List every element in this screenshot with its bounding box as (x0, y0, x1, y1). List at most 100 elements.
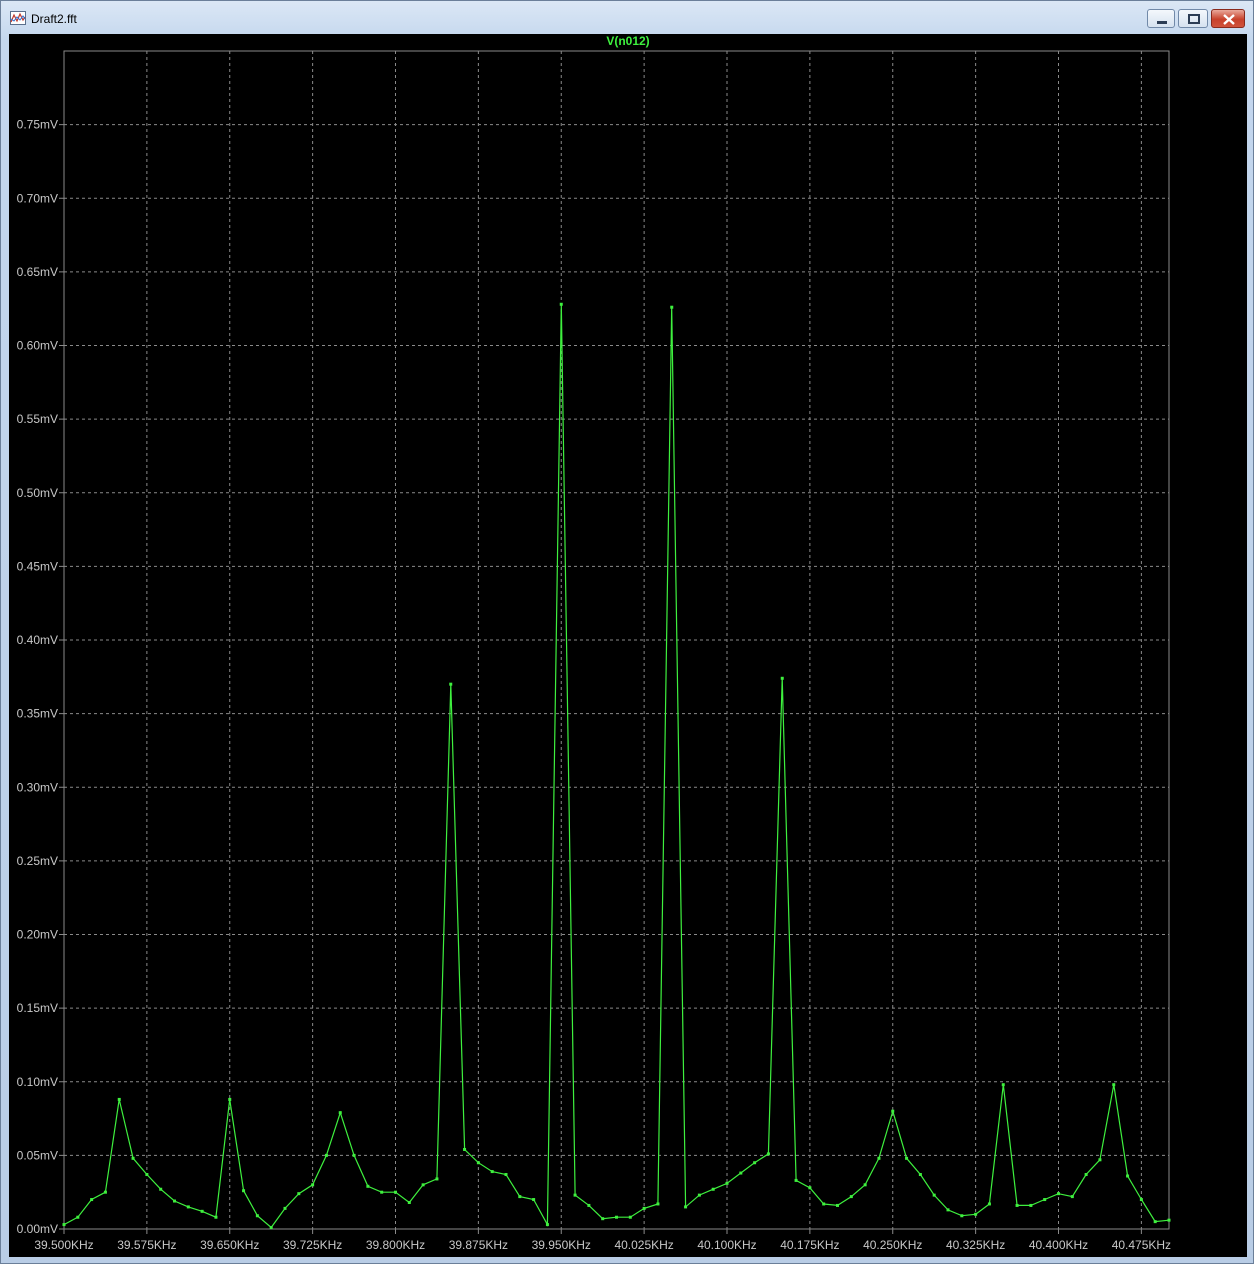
data-point (877, 1156, 881, 1160)
y-tick-label: 0.30mV (17, 780, 58, 794)
series-title[interactable]: V(n012) (606, 34, 650, 48)
minimize-icon (1157, 21, 1167, 24)
y-tick-label: 0.10mV (17, 1075, 58, 1089)
plot-pane[interactable]: V(n012) 0.00mV 0.05mV 0.10mV 0.15mV 0.20mV 0.… (9, 34, 1247, 1257)
data-point (1070, 1195, 1074, 1199)
data-point (435, 1177, 439, 1181)
data-point (697, 1193, 701, 1197)
data-point (504, 1173, 508, 1177)
y-tick-label: 0.75mV (17, 118, 58, 132)
data-point (711, 1187, 715, 1191)
title-bar[interactable]: Draft2.fft (1, 1, 1253, 33)
x-tick-label: 39.875KHz (449, 1238, 508, 1252)
data-point (476, 1161, 480, 1165)
close-button[interactable] (1211, 9, 1245, 28)
x-tick-label: 40.325KHz (946, 1238, 1005, 1252)
data-point (490, 1170, 494, 1174)
data-point (76, 1215, 80, 1219)
data-point (836, 1203, 839, 1207)
data-point (1057, 1192, 1060, 1196)
data-point (1015, 1203, 1019, 1207)
x-tick-label: 39.500KHz (34, 1238, 93, 1252)
data-point (518, 1195, 522, 1199)
data-point (849, 1195, 853, 1199)
data-point (1126, 1174, 1130, 1178)
data-point (1029, 1203, 1033, 1207)
data-point (297, 1192, 301, 1196)
y-tick-label: 0.55mV (17, 412, 58, 426)
data-point (463, 1147, 467, 1151)
minimize-button[interactable] (1147, 9, 1175, 28)
data-point (780, 676, 784, 680)
data-point (1043, 1198, 1047, 1202)
y-tick-label: 0.20mV (17, 928, 58, 942)
y-tick-label: 0.05mV (17, 1148, 58, 1162)
data-point (449, 682, 453, 686)
data-point (1112, 1083, 1116, 1087)
data-point (808, 1186, 812, 1190)
restore-button[interactable] (1178, 9, 1208, 28)
data-point (421, 1183, 425, 1187)
waveform-plot-icon (10, 11, 26, 25)
data-point (131, 1156, 135, 1160)
data-point (324, 1153, 328, 1157)
fft-plot[interactable]: 0.00mV 0.05mV 0.10mV 0.15mV 0.20mV 0.25mV 0.30… (9, 34, 1247, 1257)
data-point (739, 1171, 743, 1175)
data-point (628, 1215, 632, 1219)
restore-icon (1188, 14, 1200, 24)
x-tick-label: 40.100KHz (697, 1238, 756, 1252)
data-point (255, 1214, 259, 1218)
data-point (242, 1189, 246, 1193)
data-point (1001, 1083, 1005, 1087)
x-tick-label: 39.650KHz (200, 1238, 259, 1252)
y-tick-label: 0.65mV (17, 265, 58, 279)
y-tick-label: 0.35mV (17, 707, 58, 721)
y-tick-label: 0.60mV (17, 339, 58, 353)
x-tick-label: 39.575KHz (117, 1238, 176, 1252)
close-icon (1223, 14, 1235, 25)
data-point (338, 1111, 342, 1115)
x-tick-label: 39.950KHz (532, 1238, 591, 1252)
data-point (670, 305, 674, 309)
data-point (214, 1215, 218, 1219)
data-point (766, 1152, 770, 1156)
data-point (794, 1178, 798, 1182)
data-point (1153, 1220, 1157, 1224)
x-tick-label: 39.725KHz (283, 1238, 342, 1252)
data-point (1084, 1173, 1088, 1177)
y-tick-label: 0.25mV (17, 854, 58, 868)
data-point (407, 1200, 411, 1204)
data-point (173, 1199, 176, 1203)
data-point (283, 1206, 287, 1210)
data-point (103, 1190, 107, 1194)
data-point (1167, 1218, 1171, 1222)
x-tick-label: 40.400KHz (1029, 1238, 1088, 1252)
data-point (932, 1193, 936, 1197)
data-point (394, 1190, 397, 1194)
data-point (62, 1223, 66, 1227)
data-point (905, 1156, 909, 1160)
data-point (380, 1190, 384, 1194)
data-point (753, 1161, 757, 1165)
data-point (918, 1173, 922, 1177)
data-point (946, 1208, 950, 1212)
x-tick-label: 40.250KHz (863, 1238, 922, 1252)
y-tick-label: 0.45mV (17, 559, 58, 573)
data-point (311, 1183, 315, 1187)
data-point (532, 1198, 536, 1202)
data-point (1139, 1198, 1143, 1202)
data-point (822, 1202, 826, 1206)
data-point (573, 1193, 577, 1197)
data-point (891, 1109, 895, 1113)
data-point (656, 1202, 660, 1206)
data-point (974, 1212, 978, 1216)
data-point (366, 1184, 370, 1188)
data-point (269, 1226, 273, 1230)
data-point (863, 1183, 867, 1187)
data-point (642, 1206, 646, 1210)
data-point (352, 1153, 356, 1157)
data-point (960, 1214, 964, 1218)
y-tick-label: 0.00mV (17, 1222, 58, 1236)
x-tick-label: 40.025KHz (614, 1238, 673, 1252)
